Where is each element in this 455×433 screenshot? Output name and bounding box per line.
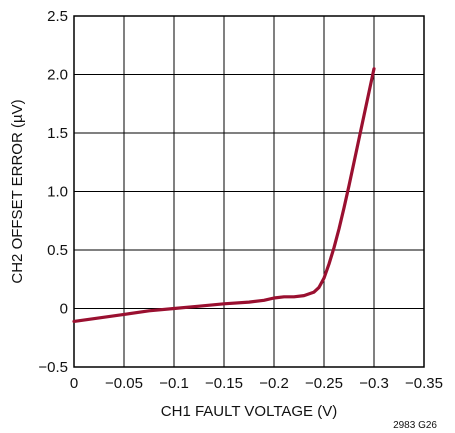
x-tick-label: −0.25: [305, 375, 343, 392]
y-axis-label: CH2 OFFSET ERROR (µV): [9, 99, 26, 283]
x-tick-label: −0.35: [405, 375, 443, 392]
y-tick-label: 1.0: [47, 184, 68, 201]
y-tick-label: 0.5: [47, 242, 68, 259]
x-tick-labels: 0 −0.05 −0.1 −0.15 −0.2 −0.25 −0.3 −0.35: [70, 375, 443, 392]
y-tick-labels: −0.5 0 0.5 1.0 1.5 2.0 2.5: [38, 8, 68, 376]
y-tick-label: 1.5: [47, 125, 68, 142]
series-line: [72, 67, 376, 323]
y-tick-label: 2.5: [47, 8, 68, 25]
x-tick-label: −0.1: [159, 375, 189, 392]
x-tick-label: −0.2: [259, 375, 289, 392]
figure-note: 2983 G26: [393, 420, 437, 431]
x-tick-label: −0.15: [205, 375, 243, 392]
y-tick-label: 2.0: [47, 67, 68, 84]
plot-frame: [73, 15, 425, 368]
y-tick-label: 0: [60, 301, 68, 318]
x-tick-label: 0: [70, 375, 78, 392]
x-axis-label: CH1 FAULT VOLTAGE (V): [161, 403, 337, 420]
y-tick-label: −0.5: [38, 359, 68, 376]
x-tick-label: −0.3: [359, 375, 389, 392]
x-tick-label: −0.05: [105, 375, 143, 392]
